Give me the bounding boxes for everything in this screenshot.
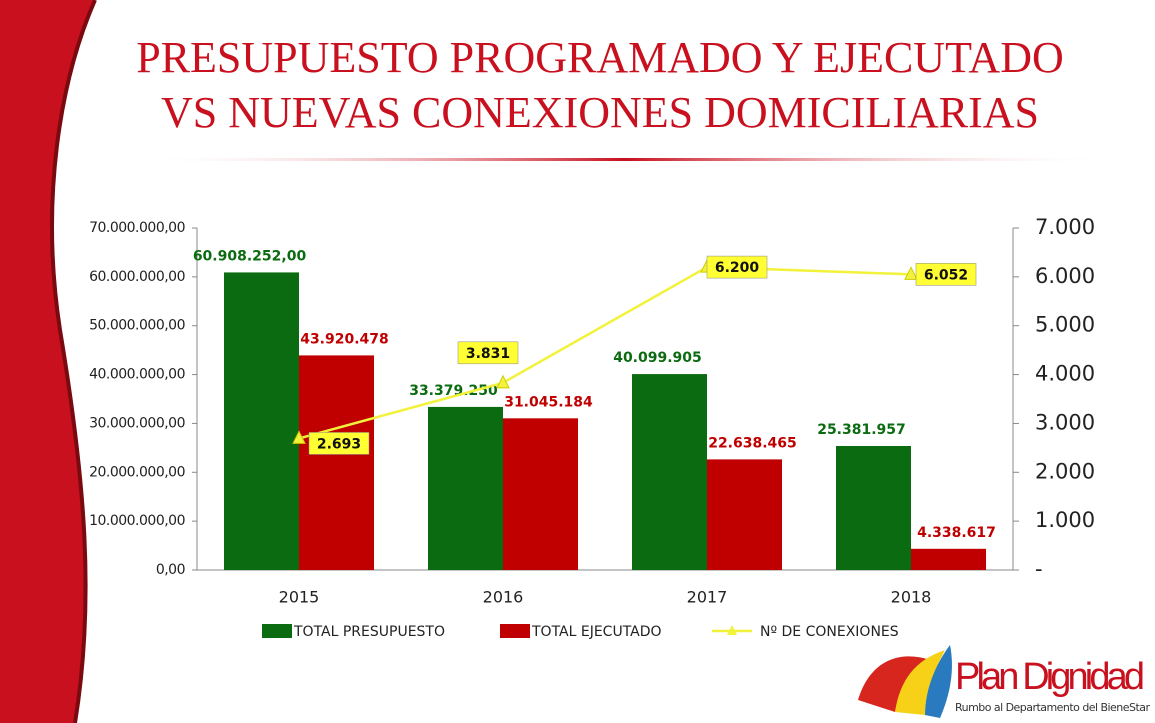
title-rule (140, 158, 1110, 161)
data-label: 6.052 (924, 267, 968, 283)
bar (707, 459, 782, 570)
y-tick-label: 30.000.000,00 (89, 415, 185, 431)
y-tick-label: 50.000.000,00 (89, 318, 185, 334)
y2-tick-label: - (1035, 557, 1043, 581)
logo-icon (925, 645, 952, 718)
y-tick-label: 10.000.000,00 (89, 513, 185, 529)
y-tick-label: 0,00 (156, 562, 185, 578)
y2-tick-label: 6.000 (1035, 264, 1095, 288)
legend-label: TOTAL EJECUTADO (531, 624, 662, 640)
y2-tick-label: 2.000 (1035, 459, 1095, 483)
marker (904, 266, 918, 280)
decoration-edge (50, 0, 97, 723)
x-tick-label: 2018 (891, 588, 932, 607)
data-label-box (915, 263, 977, 286)
y-tick-label: 40.000.000,00 (89, 367, 185, 383)
bar (299, 355, 374, 570)
y2-tick-label: 7.000 (1035, 215, 1095, 239)
data-label: 25.381.957 (817, 422, 906, 438)
data-label: 6.200 (715, 260, 760, 276)
logo-icon (895, 650, 945, 715)
legend-swatch (727, 625, 737, 635)
data-label: 43.920.478 (300, 331, 389, 347)
bar (503, 418, 578, 570)
data-label-box (706, 255, 768, 279)
legend-label: TOTAL PRESUPUESTO (293, 624, 445, 640)
y2-tick-label: 5.000 (1035, 313, 1095, 337)
decoration (0, 0, 95, 723)
legend-swatch (500, 624, 530, 638)
data-label: 33.379.250 (409, 383, 498, 399)
line (298, 265, 912, 440)
data-label: 60.908.252,00 (193, 248, 307, 264)
y-tick-label: 70.000.000,00 (89, 220, 185, 236)
legend-swatch (262, 624, 292, 638)
y2-tick-label: 1.000 (1035, 508, 1095, 532)
title-line: VS NUEVAS CONEXIONES DOMICILIARIAS (161, 88, 1039, 137)
logo: Plan Dignidad Rumbo al Departamento del … (858, 645, 1150, 718)
x-tick-label: 2015 (279, 588, 320, 607)
data-label: 3.831 (466, 346, 510, 362)
data-label: 40.099.905 (613, 350, 702, 366)
logo-title: Plan Dignidad (955, 656, 1145, 698)
bar (911, 548, 986, 570)
bar (632, 374, 707, 570)
data-label: 4.338.617 (917, 525, 996, 541)
data-label-box (457, 341, 519, 365)
bar (428, 406, 503, 570)
bar (224, 272, 299, 570)
data-label: 31.045.184 (504, 394, 593, 410)
logo-icon (858, 656, 930, 712)
x-tick-label: 2016 (483, 588, 524, 607)
x-tick-label: 2017 (687, 588, 728, 607)
y2-tick-label: 3.000 (1035, 410, 1095, 434)
data-label: 2.693 (317, 436, 361, 452)
y-tick-label: 20.000.000,00 (89, 464, 185, 480)
y2-tick-label: 4.000 (1035, 362, 1095, 386)
bar (836, 445, 911, 570)
logo-subtitle: Rumbo al Departamento del BieneStar (955, 701, 1150, 714)
y-tick-label: 60.000.000,00 (89, 269, 185, 285)
title-line: PRESUPUESTO PROGRAMADO Y EJECUTADO (136, 33, 1064, 82)
legend-label: Nº DE CONEXIONES (760, 624, 899, 640)
data-label: 22.638.465 (708, 435, 797, 451)
data-label-box (308, 432, 370, 455)
marker (292, 430, 306, 444)
marker (496, 374, 510, 389)
